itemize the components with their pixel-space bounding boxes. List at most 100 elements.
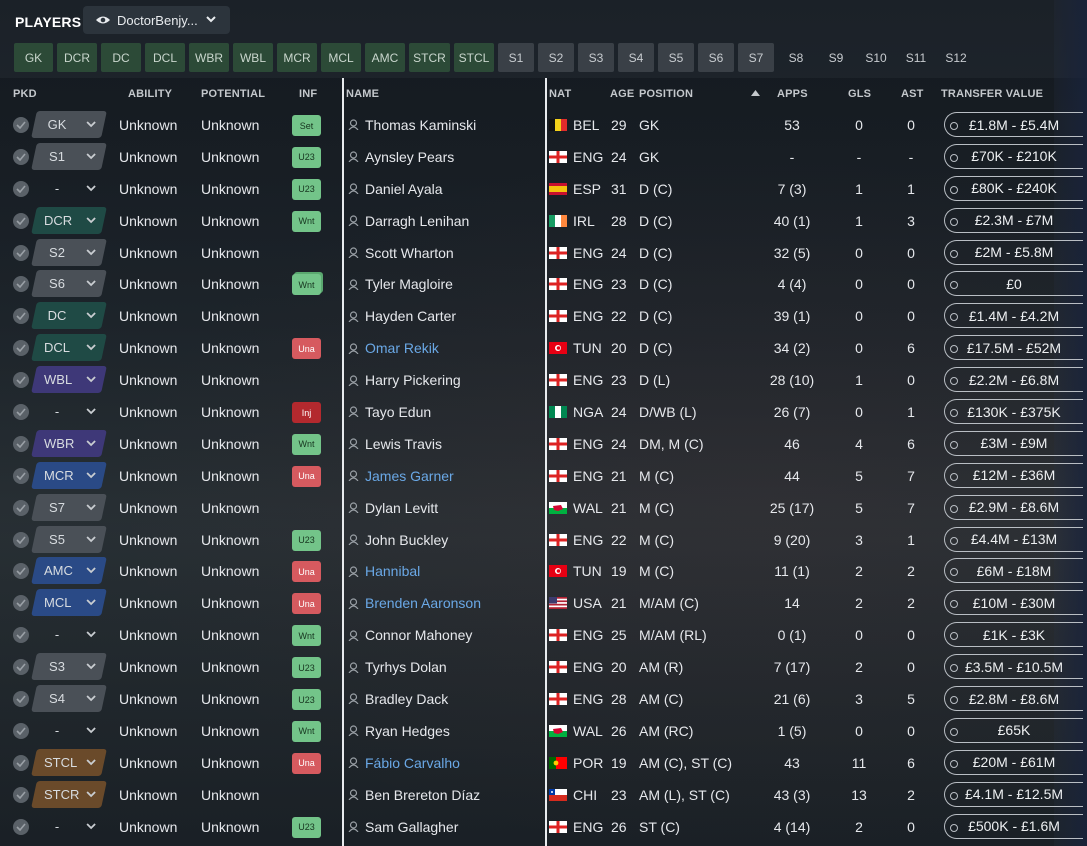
position-slot-select[interactable]: DCL [31, 334, 107, 362]
player-name[interactable]: Brenden Aaronson [365, 595, 481, 612]
col-header-potential[interactable]: POTENTIAL [201, 88, 266, 100]
table-row[interactable]: S1 Unknown Unknown U23 Aynsley Pears ENG 24 GK -… [0, 141, 1087, 173]
status-badge[interactable]: Una [292, 752, 321, 774]
position-slot-select[interactable]: - [31, 398, 107, 425]
position-slot-select[interactable]: DCR [31, 206, 107, 234]
player-name[interactable]: Bradley Dack [365, 690, 449, 707]
position-slot-select[interactable]: - [31, 813, 107, 840]
player-name[interactable]: Hannibal [365, 563, 421, 580]
status-badge[interactable]: Wnt [292, 210, 321, 232]
status-badge[interactable]: U23 [292, 529, 321, 551]
col-header-name[interactable]: NAME [346, 88, 380, 100]
check-icon[interactable] [13, 276, 29, 293]
check-icon[interactable] [13, 499, 29, 516]
check-icon[interactable] [13, 372, 29, 389]
tab-s4[interactable]: S4 [618, 43, 654, 72]
table-row[interactable]: STCL Unknown Unknown Una Fábio Carvalho POR 19… [0, 747, 1087, 779]
player-name-cell[interactable]: Brenden Aaronson [348, 587, 481, 619]
status-badge[interactable]: Inj [292, 402, 321, 424]
sort-ascending-icon[interactable] [751, 90, 760, 96]
check-icon[interactable] [13, 117, 29, 133]
player-name-cell[interactable]: Fábio Carvalho [348, 747, 460, 779]
status-badge[interactable]: U23 [292, 146, 321, 168]
table-row[interactable]: - Unknown Unknown Wnt Connor Mahoney ENG 25 M/A… [0, 619, 1087, 651]
position-slot-select[interactable]: WBL [31, 366, 107, 394]
tab-s9[interactable]: S9 [828, 50, 844, 65]
col-header-nat[interactable]: NAT [549, 88, 572, 100]
player-name-cell[interactable]: Ben Brereton Díaz [348, 779, 480, 811]
position-slot-select[interactable]: - [31, 621, 107, 648]
table-row[interactable]: S4 Unknown Unknown U23 Bradley Dack ENG 28 AM (… [0, 683, 1087, 715]
col-header-gls[interactable]: GLS [848, 88, 872, 100]
status-badge[interactable]: Wnt [292, 433, 321, 455]
player-name-cell[interactable]: James Garner [348, 460, 454, 492]
table-row[interactable]: S7 Unknown Unknown Dylan Levitt WAL 21 M (C) 25… [0, 492, 1087, 524]
player-name[interactable]: Fábio Carvalho [365, 754, 460, 771]
position-slot-select[interactable]: WBR [31, 429, 107, 457]
tab-s5[interactable]: S5 [658, 43, 694, 72]
player-name[interactable]: Tyler Magloire [365, 276, 453, 293]
tab-s2[interactable]: S2 [538, 43, 574, 72]
col-header-inf[interactable]: INF [299, 88, 318, 100]
player-name-cell[interactable]: Scott Wharton [348, 237, 454, 269]
position-slot-select[interactable]: S4 [31, 685, 107, 713]
status-badge[interactable]: Una [292, 561, 321, 583]
check-icon[interactable] [13, 180, 29, 197]
check-icon[interactable] [13, 212, 29, 229]
player-name-cell[interactable]: Hayden Carter [348, 300, 456, 332]
check-icon[interactable] [13, 340, 29, 357]
player-name[interactable]: Connor Mahoney [365, 627, 473, 644]
player-name[interactable]: Thomas Kaminski [365, 116, 477, 133]
table-row[interactable]: AMC Unknown Unknown Una Hannibal TUN 19 M (C) 11… [0, 555, 1087, 587]
player-name-cell[interactable]: Harry Pickering [348, 364, 461, 396]
tab-stcr[interactable]: STCR [409, 43, 450, 72]
position-slot-select[interactable]: AMC [31, 557, 107, 585]
check-icon[interactable] [13, 467, 29, 484]
player-name-cell[interactable]: John Buckley [348, 524, 448, 556]
check-icon[interactable] [13, 786, 29, 803]
table-row[interactable]: - Unknown Unknown U23 Sam Gallagher ENG 26 ST (… [0, 811, 1087, 843]
check-icon[interactable] [13, 722, 29, 739]
check-icon[interactable] [13, 308, 29, 325]
tab-dcr[interactable]: DCR [57, 43, 97, 72]
col-header-pkd[interactable]: PKD [13, 88, 37, 100]
tab-dcl[interactable]: DCL [145, 43, 185, 72]
check-icon[interactable] [13, 148, 29, 165]
table-row[interactable]: S6 Unknown Unknown Wnt Tyler Magloire ENG 23 D … [0, 268, 1087, 300]
check-icon[interactable] [13, 563, 29, 580]
tab-s7[interactable]: S7 [738, 43, 774, 72]
status-badge[interactable]: Wnt [292, 274, 321, 296]
table-row[interactable]: MCR Unknown Unknown Una James Garner ENG 21 M (… [0, 460, 1087, 492]
player-name[interactable]: John Buckley [365, 531, 449, 548]
position-slot-select[interactable]: S5 [31, 525, 107, 553]
tab-wbl[interactable]: WBL [233, 43, 273, 72]
player-name[interactable]: Tyrhys Dolan [365, 659, 447, 676]
status-badge[interactable]: Wnt [292, 720, 321, 742]
col-header-ability[interactable]: ABILITY [128, 88, 173, 100]
table-row[interactable]: MCL Unknown Unknown Una Brenden Aaronson USA 2… [0, 587, 1087, 619]
table-row[interactable]: DC Unknown Unknown Hayden Carter ENG 22 D (C) 3… [0, 300, 1087, 332]
check-icon[interactable] [13, 595, 29, 612]
position-slot-select[interactable]: DC [31, 302, 107, 330]
tab-mcr[interactable]: MCR [277, 43, 317, 72]
position-slot-select[interactable]: S1 [31, 142, 107, 170]
table-row[interactable]: - Unknown Unknown Wnt Ryan Hedges WAL 26 AM (RC… [0, 715, 1087, 747]
tab-stcl[interactable]: STCL [454, 43, 494, 72]
status-badge[interactable]: U23 [292, 816, 321, 838]
table-row[interactable]: S3 Unknown Unknown U23 Tyrhys Dolan ENG 20 AM (… [0, 651, 1087, 683]
check-icon[interactable] [13, 531, 29, 548]
table-row[interactable]: WBL Unknown Unknown Harry Pickering ENG 23 D (… [0, 364, 1087, 396]
status-badge[interactable]: U23 [292, 178, 321, 200]
col-header-transfer-value[interactable]: TRANSFER VALUE [941, 88, 1044, 100]
player-name[interactable]: Omar Rekik [365, 340, 439, 357]
tab-wbr[interactable]: WBR [189, 43, 229, 72]
player-name[interactable]: Ryan Hedges [365, 722, 450, 739]
position-slot-select[interactable]: MCL [31, 589, 107, 617]
position-slot-select[interactable]: GK [31, 111, 107, 138]
position-slot-select[interactable]: S7 [31, 493, 107, 521]
check-icon[interactable] [13, 659, 29, 676]
status-badge[interactable]: U23 [292, 657, 321, 679]
check-icon[interactable] [13, 435, 29, 452]
check-icon[interactable] [13, 404, 29, 421]
player-name-cell[interactable]: Hannibal [348, 555, 420, 587]
